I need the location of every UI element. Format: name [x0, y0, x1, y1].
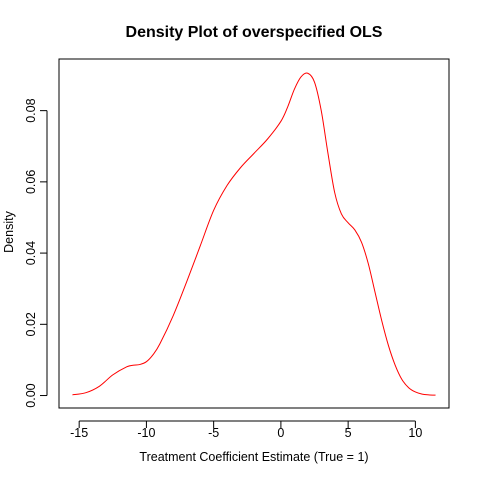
plot-area: [72, 72, 436, 396]
x-tick-label: -15: [70, 426, 88, 440]
y-tick-label: 0.02: [24, 312, 38, 336]
x-tick-label: 0: [277, 426, 284, 440]
density-curve: [72, 72, 436, 396]
x-tick-label: -10: [137, 426, 155, 440]
x-tick-label: -5: [208, 426, 219, 440]
x-tick-label: 10: [408, 426, 422, 440]
plot-frame: [58, 58, 450, 409]
y-tick-label: 0.08: [24, 98, 38, 122]
chart-title: Density Plot of overspecified OLS: [126, 24, 383, 41]
y-tick-label: 0.06: [24, 170, 38, 194]
axes: -15 -10 -5 0 5 10 0.00 0.02 0.04 0.06 0.08: [24, 58, 450, 440]
y-axis-label: Density: [2, 210, 16, 252]
x-axis-label: Treatment Coefficient Estimate (True = 1…: [139, 450, 368, 464]
y-tick-label: 0.00: [24, 383, 38, 407]
x-tick-label: 5: [345, 426, 352, 440]
y-tick-label: 0.04: [24, 241, 38, 265]
